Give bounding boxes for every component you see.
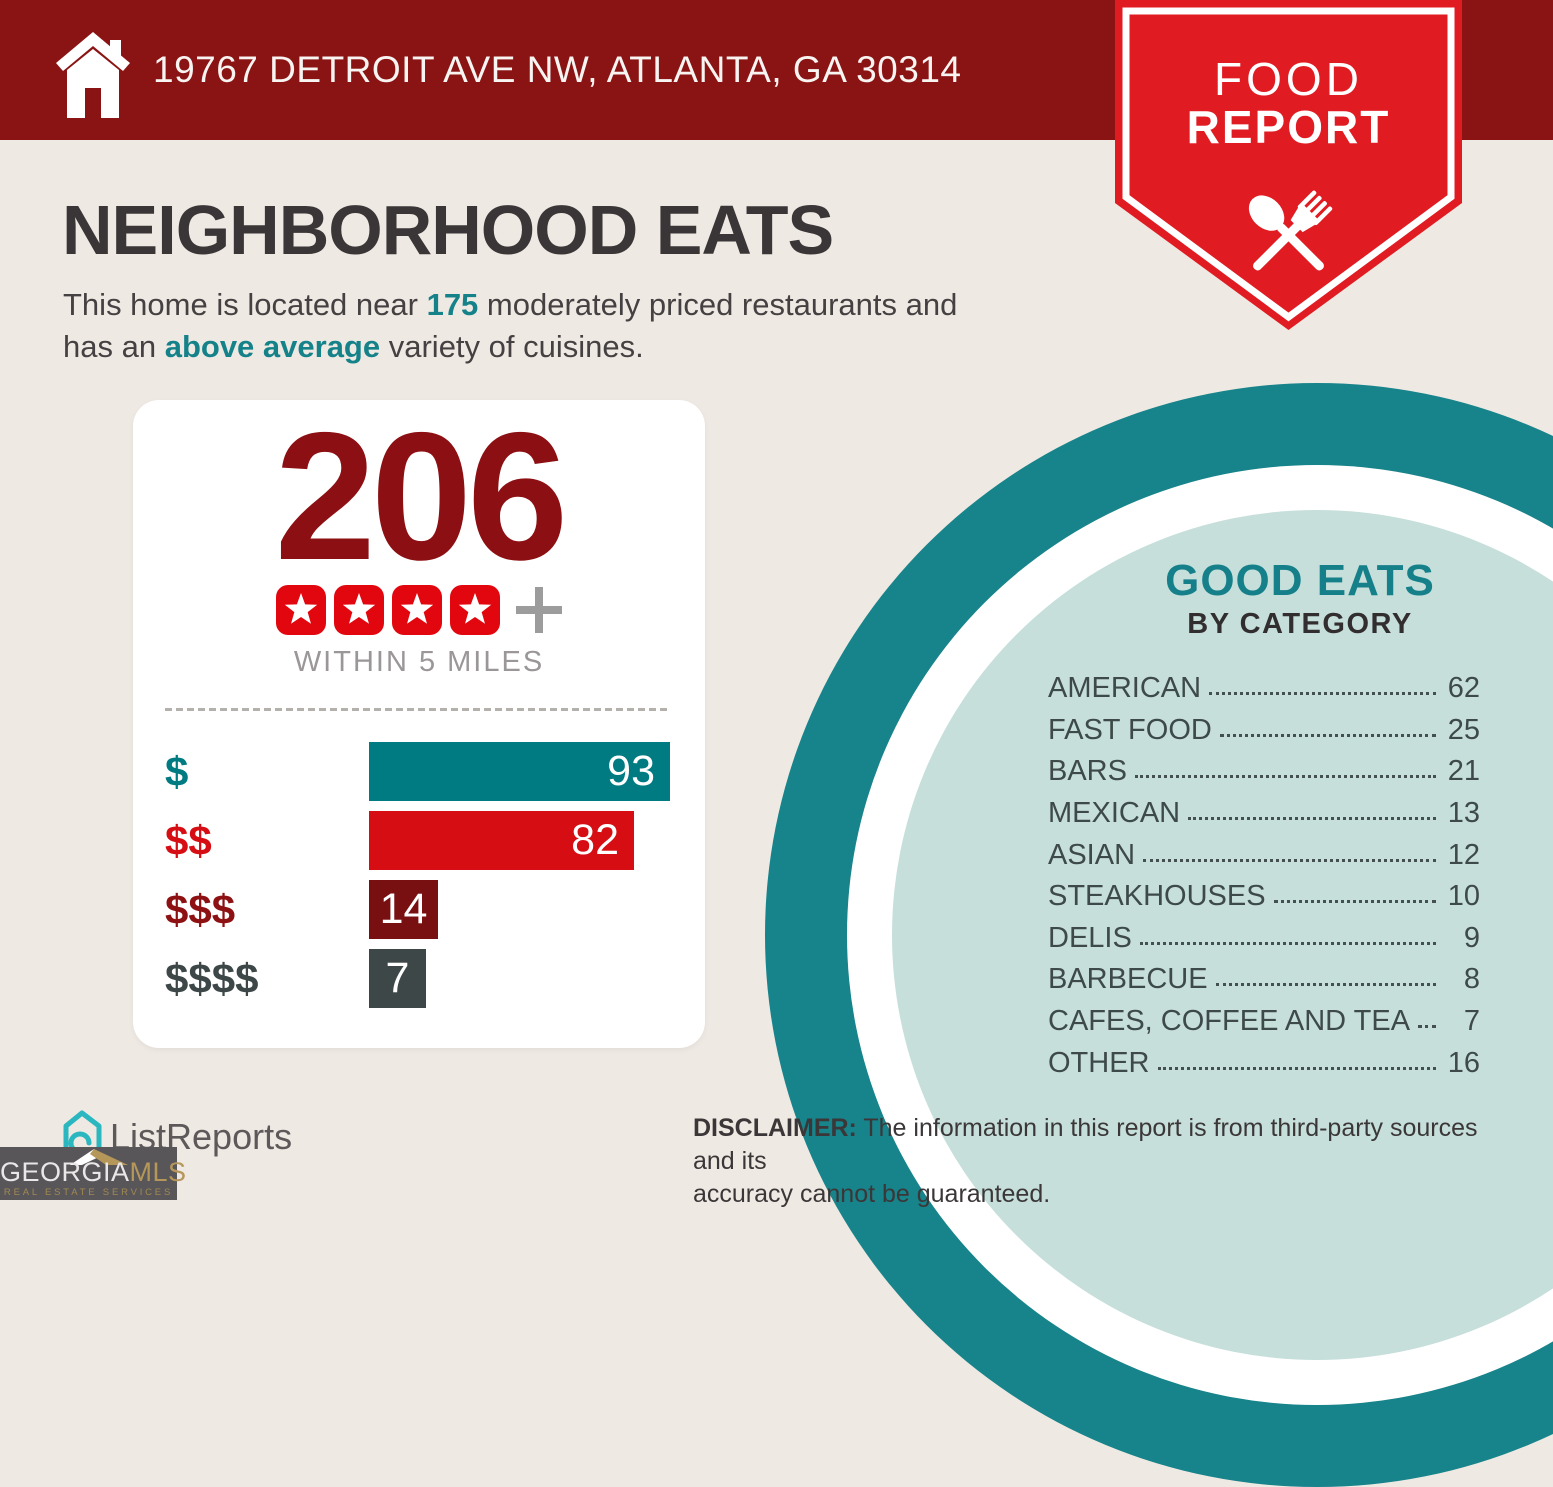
star-icon (334, 585, 384, 635)
georgia-mls-roof-icon (70, 1149, 128, 1165)
list-item: AMERICAN 62 (1048, 668, 1480, 710)
list-item: DELIS 9 (1048, 918, 1480, 960)
plus-icon (516, 587, 562, 633)
good-eats-subtitle: BY CATEGORY (1187, 608, 1413, 640)
ribbon-shape (1115, 0, 1462, 330)
dotted-leader (1215, 983, 1436, 987)
list-item: ASIAN 12 (1048, 834, 1480, 876)
bar-value: 7 (385, 954, 410, 1002)
dotted-leader (1134, 775, 1436, 779)
bar-value: 93 (607, 747, 655, 795)
list-item: STEAKHOUSES 10 (1048, 876, 1480, 918)
price-tier-label: $$$$ (165, 954, 259, 1002)
dotted-leader (1157, 1066, 1436, 1070)
star-icon (450, 585, 500, 635)
bar-value: 82 (571, 816, 619, 864)
category-label: BARBECUE (1048, 963, 1208, 996)
property-address: 19767 DETROIT AVE NW, ATLANTA, GA 30314 (153, 49, 962, 90)
spoon-fork-icon (1248, 190, 1333, 271)
dotted-leader (1143, 858, 1436, 862)
list-item: BARS 21 (1048, 751, 1480, 793)
category-label: CAFES, COFFEE AND TEA (1048, 1005, 1411, 1038)
bar: 14 (369, 880, 438, 939)
category-value: 13 (1447, 797, 1480, 830)
list-item: OTHER 16 (1048, 1042, 1480, 1084)
bar: 93 (369, 742, 670, 801)
star-icon (276, 585, 326, 635)
price-tier-bar-chart: $ 93 $$ 82 $$$ 14 $$$$ 7 (165, 742, 705, 1008)
bar-row: $$$ 14 (165, 880, 705, 939)
ribbon-title-line2: REPORT (1186, 101, 1391, 153)
total-restaurants: 206 (274, 394, 569, 598)
disclaimer-text-line1: The information in this report is from t… (693, 1114, 1478, 1175)
good-eats-category-list: AMERICAN 62 FAST FOOD 25 BARS 21 MEXICAN 13 … (1048, 668, 1480, 1084)
dotted-leader (1273, 900, 1436, 904)
category-value: 12 (1447, 838, 1480, 871)
georgia-mls-name: GEORGIAMLS (0, 1157, 186, 1188)
disclaimer: DISCLAIMER: The information in this repo… (693, 1112, 1503, 1211)
restaurant-stats-card: 206 WITHIN 5 MILES $ 93 $$ 82 $$$ 14 $$$… (133, 400, 705, 1048)
intro-text: variety of cuisines. (380, 329, 644, 365)
disclaimer-label: DISCLAIMER: (693, 1114, 857, 1142)
list-item: FAST FOOD 25 (1048, 710, 1480, 752)
category-label: BARS (1048, 755, 1127, 788)
rating-stars-row (133, 585, 705, 635)
category-label: AMERICAN (1048, 672, 1202, 705)
dotted-leader (1418, 1025, 1436, 1029)
bar-row: $$ 82 (165, 811, 705, 870)
intro-paragraph: This home is located near 175 moderately… (63, 284, 1103, 369)
category-value: 25 (1447, 713, 1480, 746)
list-item: CAFES, COFFEE AND TEA 7 (1048, 1001, 1480, 1043)
radius-label: WITHIN 5 MILES (293, 646, 545, 678)
mls-text: MLS (129, 1157, 187, 1187)
dotted-leader (1139, 941, 1436, 945)
home-icon (56, 32, 130, 118)
intro-text: moderately priced restaurants and (478, 287, 958, 322)
good-eats-title: GOOD EATS (1165, 556, 1435, 605)
category-value: 62 (1447, 672, 1480, 705)
price-tier-label: $$ (165, 816, 212, 864)
intro-text: This home is located near (63, 287, 427, 322)
category-value: 8 (1463, 963, 1480, 996)
category-label: DELIS (1048, 921, 1132, 954)
bar: 82 (369, 811, 634, 870)
bar-row: $ 93 (165, 742, 705, 801)
bar-row: $$$$ 7 (165, 949, 705, 1008)
dotted-leader (1188, 817, 1436, 821)
price-tier-label: $$$ (165, 885, 236, 933)
category-value: 10 (1447, 880, 1480, 913)
list-item: BARBECUE 8 (1048, 959, 1480, 1001)
georgia-text: GEORGIA (0, 1157, 130, 1187)
category-label: ASIAN (1048, 838, 1136, 871)
restaurant-count: 175 (426, 287, 479, 322)
dashed-divider (165, 708, 670, 711)
dotted-leader (1209, 692, 1436, 696)
dotted-leader (1219, 733, 1436, 737)
category-value: 21 (1447, 755, 1480, 788)
food-report-ribbon: FOOD REPORT (1115, 0, 1462, 335)
ribbon-title-line1: FOOD (1214, 53, 1363, 105)
list-item: MEXICAN 13 (1048, 793, 1480, 835)
bar: 7 (369, 949, 426, 1008)
disclaimer-text-line2: accuracy cannot be guaranteed. (693, 1180, 1051, 1208)
georgia-mls-tagline: REAL ESTATE SERVICES (3, 1187, 174, 1198)
category-value: 9 (1463, 921, 1480, 954)
price-tier-label: $ (165, 747, 189, 795)
category-label: FAST FOOD (1048, 713, 1212, 746)
category-value: 16 (1447, 1046, 1480, 1079)
variety-highlight: above average (164, 329, 381, 365)
star-icon (392, 585, 442, 635)
intro-text: has an (63, 329, 165, 365)
category-label: STEAKHOUSES (1048, 880, 1266, 913)
category-label: MEXICAN (1048, 797, 1181, 830)
page-title: NEIGHBORHOOD EATS (62, 191, 834, 269)
bar-value: 14 (379, 885, 428, 933)
category-value: 7 (1463, 1005, 1480, 1038)
category-label: OTHER (1048, 1046, 1150, 1079)
